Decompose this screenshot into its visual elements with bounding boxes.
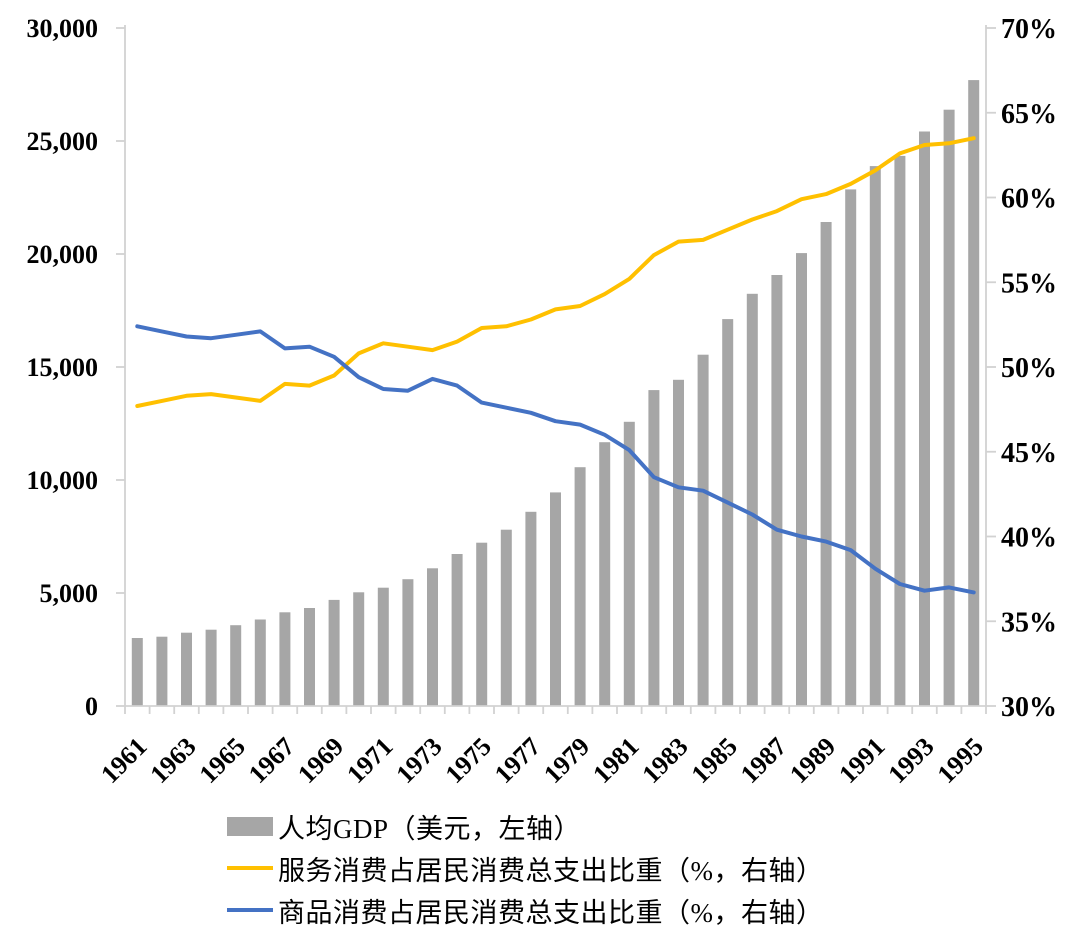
gdp-bar bbox=[476, 542, 488, 706]
gdp-bar bbox=[377, 587, 389, 706]
gdp-bar bbox=[894, 155, 906, 706]
x-axis-year-label: 1979 bbox=[538, 732, 595, 789]
x-axis-year-label: 1993 bbox=[882, 732, 939, 789]
x-axis-year-label: 1987 bbox=[735, 732, 792, 789]
services-share-line bbox=[135, 136, 976, 408]
x-axis-year-label: 1985 bbox=[686, 732, 743, 789]
left-axis-tick-label: 25,000 bbox=[27, 127, 99, 156]
legend-item-gdp: 人均GDP（美元，左轴） bbox=[227, 809, 824, 844]
legend-label-services: 服务消费占居民消费总支出比重（%，右轴） bbox=[278, 855, 824, 886]
gdp-bar bbox=[599, 442, 611, 706]
services-line-swatch-icon bbox=[227, 866, 273, 870]
gdp-bar bbox=[574, 467, 586, 706]
gdp-bar bbox=[968, 80, 980, 707]
left-axis-tick-label: 15,000 bbox=[27, 353, 99, 382]
gdp-bar bbox=[919, 131, 930, 706]
gdp-bar bbox=[205, 629, 217, 706]
x-axis-year-label: 1969 bbox=[292, 732, 349, 789]
goods-share-line bbox=[135, 324, 976, 595]
gdp-bar bbox=[722, 319, 734, 706]
gdp-bar bbox=[869, 166, 881, 707]
gdp-bar bbox=[328, 599, 340, 706]
gdp-bar bbox=[427, 568, 438, 706]
right-axis-tick-label: 50% bbox=[1001, 353, 1057, 384]
legend-item-goods: 商品消费占居民消费总支出比重（%，右轴） bbox=[227, 893, 824, 928]
right-axis-tick-label: 30% bbox=[1001, 692, 1057, 723]
right-axis-tick-label: 60% bbox=[1001, 184, 1057, 215]
gdp-bar bbox=[648, 390, 660, 706]
x-axis-year-label: 1961 bbox=[95, 732, 152, 789]
x-axis-year-label: 1963 bbox=[144, 732, 201, 789]
x-axis-labels: 1961196319651967196919711973197519771979… bbox=[95, 732, 989, 789]
gdp-bar bbox=[402, 579, 414, 706]
left-axis-tick-label: 10,000 bbox=[27, 466, 99, 495]
legend-item-services: 服务消费占居民消费总支出比重（%，右轴） bbox=[227, 851, 824, 886]
gdp-bar-swatch-icon bbox=[227, 816, 273, 836]
gdp-bar bbox=[796, 253, 807, 706]
gdp-bar bbox=[673, 379, 684, 706]
axes-group bbox=[116, 25, 996, 714]
x-axis-year-label: 1975 bbox=[440, 732, 497, 789]
gdp-bar bbox=[525, 511, 537, 706]
x-axis-year-label: 1983 bbox=[636, 732, 693, 789]
right-axis-tick-label: 40% bbox=[1001, 523, 1057, 554]
gdp-bar bbox=[771, 275, 783, 706]
gdp-bar bbox=[230, 625, 242, 706]
right-axis-labels: 30% 35% 40% 45% 50% 55% 60% 65% 70% bbox=[1001, 14, 1057, 723]
gdp-bar bbox=[131, 638, 143, 706]
left-axis-tick-label: 5,000 bbox=[40, 579, 99, 608]
gdp-bars-group bbox=[131, 80, 980, 707]
x-axis-year-label: 1965 bbox=[194, 732, 251, 789]
gdp-bar bbox=[697, 354, 709, 706]
gdp-bar bbox=[845, 189, 857, 706]
right-axis-tick-label: 55% bbox=[1001, 268, 1057, 299]
legend-label-goods: 商品消费占居民消费总支出比重（%，右轴） bbox=[278, 897, 824, 928]
gdp-bar bbox=[746, 293, 758, 706]
x-axis-year-label: 1971 bbox=[341, 732, 398, 789]
left-axis-tick-label: 20,000 bbox=[27, 240, 99, 269]
left-axis-tick-label: 30,000 bbox=[27, 14, 99, 43]
gdp-bar bbox=[156, 636, 168, 706]
x-axis-year-label: 1967 bbox=[243, 732, 300, 789]
gdp-bar bbox=[304, 608, 315, 706]
gdp-bar bbox=[353, 592, 365, 706]
x-axis-year-label: 1989 bbox=[784, 732, 841, 789]
right-axis-tick-label: 65% bbox=[1001, 99, 1057, 130]
gdp-bar bbox=[820, 222, 832, 706]
gdp-bar bbox=[550, 492, 561, 706]
left-axis-tick-label: 0 bbox=[85, 692, 98, 721]
x-axis-year-label: 1977 bbox=[489, 732, 546, 789]
goods-line-swatch-icon bbox=[227, 908, 273, 912]
gdp-bar bbox=[451, 554, 463, 706]
right-axis-tick-label: 70% bbox=[1001, 14, 1057, 45]
legend: 人均GDP（美元，左轴） 服务消费占居民消费总支出比重（%，右轴） 商品消费占居… bbox=[227, 809, 824, 928]
gdp-bar bbox=[181, 632, 192, 706]
right-axis-tick-label: 45% bbox=[1001, 438, 1057, 469]
x-axis-year-label: 1991 bbox=[833, 732, 890, 789]
chart-canvas: 05,00010,00015,00020,00025,00030,00030%3… bbox=[27, 14, 1058, 789]
gdp-bar bbox=[623, 421, 635, 706]
x-axis-year-label: 1995 bbox=[932, 732, 989, 789]
gdp-bar bbox=[943, 109, 955, 706]
gdp-bar bbox=[500, 529, 512, 706]
gdp-bar bbox=[279, 612, 291, 706]
right-axis-tick-label: 35% bbox=[1001, 607, 1057, 638]
legend-label-gdp: 人均GDP（美元，左轴） bbox=[278, 813, 582, 844]
gdp-bar bbox=[254, 619, 266, 706]
left-axis-labels: 0 5,000 10,000 15,000 20,000 25,000 30,000 bbox=[27, 14, 99, 721]
x-axis-year-label: 1973 bbox=[390, 732, 447, 789]
x-axis-year-label: 1981 bbox=[587, 732, 644, 789]
